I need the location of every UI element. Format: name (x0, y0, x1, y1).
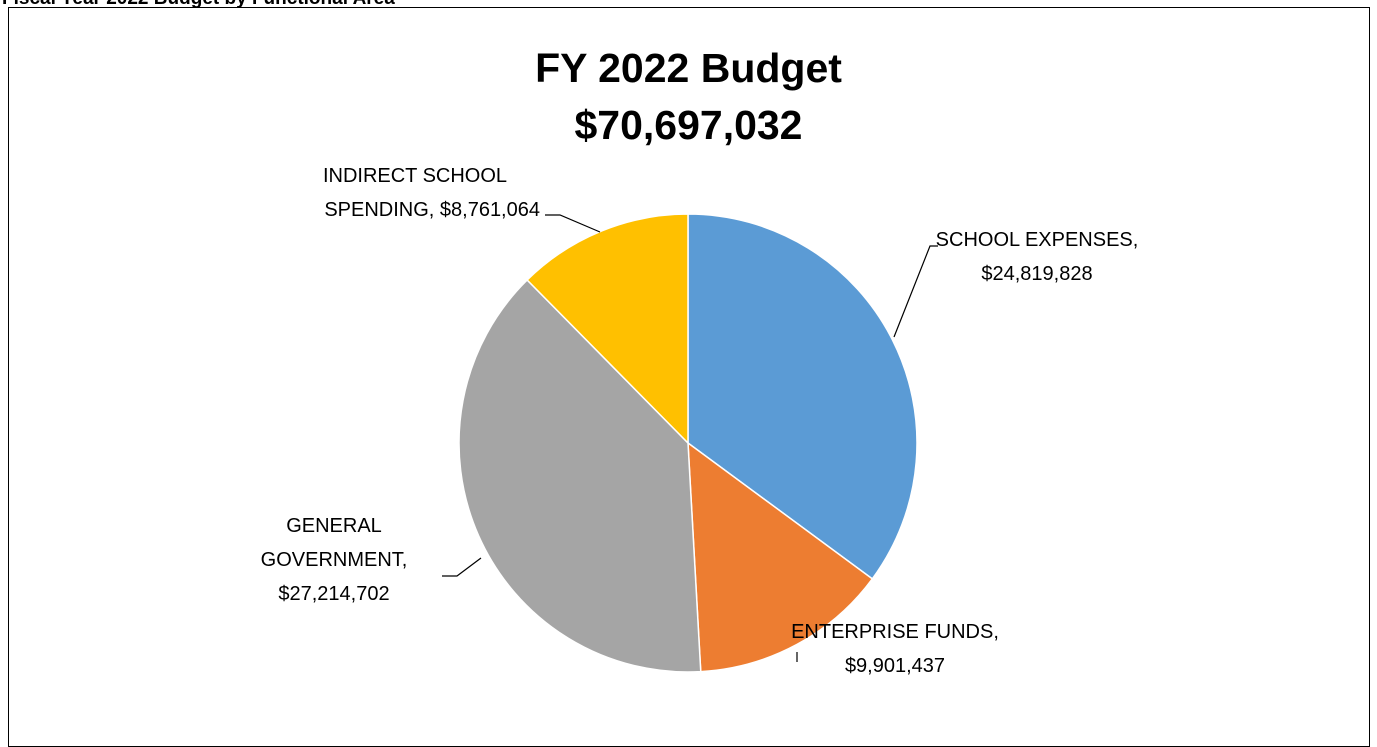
data-label-indirect-school-spending-line-1: INDIRECT SCHOOL (323, 165, 507, 187)
pie-slices (458, 213, 918, 673)
page-heading-text: Fiscal Year 2022 Budget by Functional Ar… (2, 0, 395, 10)
chart-subtitle: $70,697,032 (574, 102, 803, 148)
page-heading-fragment: Fiscal Year 2022 Budget by Functional Ar… (0, 0, 580, 10)
data-label-indirect-school-spending-line-2: SPENDING, $8,761,064 (324, 199, 540, 221)
chart-title: FY 2022 Budget (535, 45, 842, 91)
data-label-enterprise-funds-line-1: ENTERPRISE FUNDS, (791, 621, 999, 643)
leader-lines (442, 214, 938, 662)
data-label-school-expenses-line-1: SCHOOL EXPENSES, (936, 229, 1139, 251)
leader-line-indirect-school-spending (545, 214, 601, 233)
data-label-general-government-line-2: GOVERNMENT, (261, 549, 408, 571)
pie-slice-school-expenses (687, 213, 918, 580)
pie-slice-enterprise-funds (687, 441, 874, 673)
pie-slice-general-government (458, 278, 702, 673)
data-label-general-government-line-3: $27,214,702 (278, 583, 389, 605)
chart-title-block: FY 2022 Budget $70,697,032 (0, 40, 1377, 154)
pie-slice-indirect-school-spending (526, 213, 689, 445)
data-labels: SCHOOL EXPENSES, $24,819,828 ENTERPRISE FU… (261, 165, 1139, 677)
data-label-general-government-line-1: GENERAL (286, 515, 382, 537)
leader-line-school-expenses (893, 245, 938, 338)
leader-line-general-government (442, 557, 482, 577)
data-label-school-expenses-line-2: $24,819,828 (981, 263, 1092, 285)
data-label-enterprise-funds-line-2: $9,901,437 (845, 655, 945, 677)
